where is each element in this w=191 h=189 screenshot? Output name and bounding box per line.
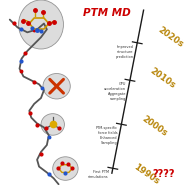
Ellipse shape (43, 74, 70, 99)
Ellipse shape (19, 0, 63, 49)
Ellipse shape (41, 114, 64, 135)
Text: 1990s: 1990s (131, 163, 160, 187)
Text: 2020s: 2020s (156, 25, 185, 49)
Text: Improved
structure
prediction: Improved structure prediction (115, 45, 133, 59)
Text: ????: ???? (153, 169, 175, 179)
Text: PTM-specific
force fields
Enhanced
Sampling: PTM-specific force fields Enhanced Sampl… (96, 126, 117, 145)
Ellipse shape (53, 157, 78, 180)
Text: GPU
acceleration
Aggregate
sampling: GPU acceleration Aggregate sampling (104, 82, 126, 101)
Text: 2010s: 2010s (149, 67, 177, 90)
Text: PTM MD: PTM MD (83, 8, 131, 18)
Text: First PTM
simulations: First PTM simulations (88, 170, 109, 179)
Text: 2000s: 2000s (140, 114, 169, 138)
